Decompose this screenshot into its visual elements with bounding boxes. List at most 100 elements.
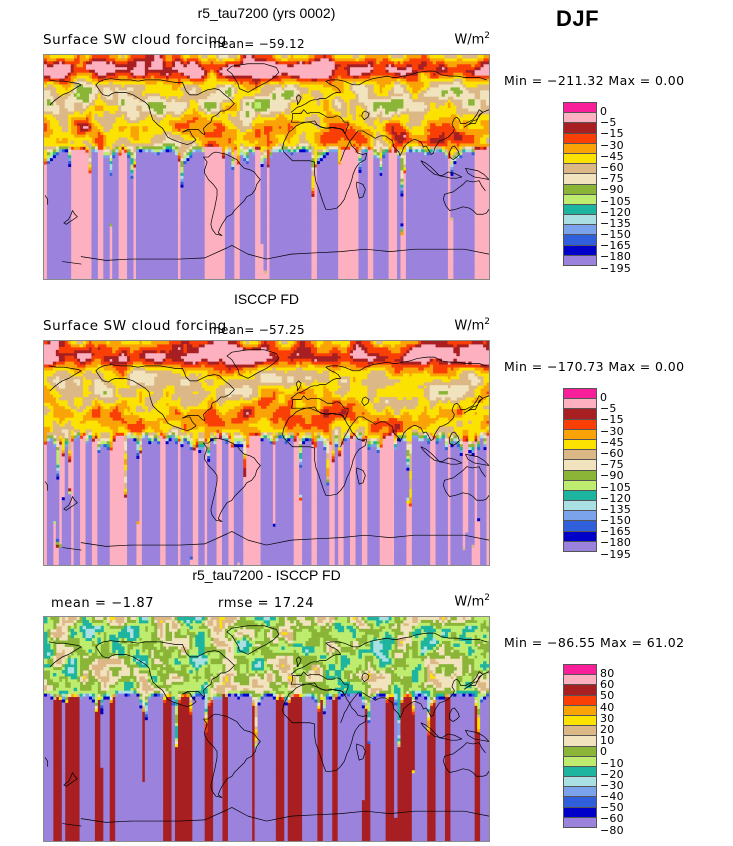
contour-band bbox=[52, 146, 466, 189]
colorbar-tick-label: 0 bbox=[600, 745, 608, 759]
colorbar-tick-label: −135 bbox=[600, 502, 632, 516]
colorbar-tick-label: −45 bbox=[600, 149, 624, 163]
contour-band bbox=[44, 617, 489, 742]
colorbar-tick-label: −180 bbox=[600, 250, 632, 264]
units-label: W/m2 bbox=[454, 31, 490, 48]
minmax-label: Min = −86.55 Max = 61.02 bbox=[504, 635, 685, 650]
contour-band bbox=[100, 693, 489, 745]
panel-subtitle-row: Surface SW cloud forcing mean= −59.12 W/… bbox=[43, 31, 490, 51]
contour-band bbox=[44, 55, 489, 274]
colorbar-tick-label: 60 bbox=[600, 678, 615, 692]
contour-band bbox=[46, 341, 489, 548]
map-contour-surface bbox=[44, 617, 489, 841]
season-label: DJF bbox=[556, 6, 600, 31]
contour-band bbox=[44, 55, 489, 194]
contour-band bbox=[44, 341, 489, 551]
panel-title: r5_tau7200 (yrs 0002) bbox=[197, 5, 336, 21]
mean-statistic: mean= −57.25 bbox=[209, 323, 305, 337]
contour-band bbox=[46, 93, 463, 186]
contour-band bbox=[46, 152, 475, 279]
map-plot-observation bbox=[43, 340, 490, 566]
colorbar-tick-label: −30 bbox=[600, 778, 624, 792]
colorbar-swatch bbox=[563, 816, 597, 828]
contour-band bbox=[46, 149, 475, 194]
panel-observation: ISCCP FD Surface SW cloud forcing mean= … bbox=[0, 286, 733, 570]
colorbar-tick-label: −20 bbox=[600, 767, 624, 781]
colorbar-tick-label: −150 bbox=[600, 228, 632, 242]
colorbar-tick-label: −105 bbox=[600, 480, 632, 494]
contour-band bbox=[44, 55, 489, 189]
colorbar-tick-label: 50 bbox=[600, 689, 615, 703]
colorbar-tick-label: −135 bbox=[600, 216, 632, 230]
contour-band bbox=[49, 149, 457, 227]
contour-band bbox=[44, 341, 489, 507]
colorbar-tick-label: −60 bbox=[600, 812, 624, 826]
mean-statistic: mean= −59.12 bbox=[209, 37, 305, 51]
contour-band bbox=[46, 391, 487, 548]
contour-band bbox=[52, 370, 487, 483]
colorbar-tick-label: −45 bbox=[600, 435, 624, 449]
colorbar-tick-label: −105 bbox=[600, 194, 632, 208]
contour-band bbox=[55, 438, 487, 528]
colorbar-tick-label: 0 bbox=[600, 105, 608, 118]
colorbar-swatch bbox=[563, 254, 597, 266]
colorbar-tick-label: −195 bbox=[600, 261, 632, 275]
contour-band bbox=[70, 693, 481, 739]
colorbar-tick-label: −195 bbox=[600, 547, 632, 561]
contour-band bbox=[44, 693, 487, 721]
colorbar-model bbox=[563, 102, 597, 266]
colorbar-tick-label: −75 bbox=[600, 458, 624, 472]
field-label: Surface SW cloud forcing bbox=[43, 32, 227, 48]
colorbar-tick-label: −5 bbox=[600, 116, 617, 130]
colorbar-tick-label: −40 bbox=[600, 790, 624, 804]
minmax-label: Min = −170.73 Max = 0.00 bbox=[504, 359, 685, 374]
colorbar-tick-label: −90 bbox=[600, 183, 624, 197]
colorbar-labels-model: 0 −5 −15 −30 −45 −60 −75 −90 −105 −120 −135 −150 −16… bbox=[600, 106, 660, 274]
units-label: W/m2 bbox=[454, 593, 490, 610]
contour-band bbox=[52, 435, 487, 525]
coastline-overlay bbox=[44, 349, 489, 551]
colorbar-tick-label: −80 bbox=[600, 823, 624, 837]
colorbar-tick-label: −15 bbox=[600, 127, 624, 141]
colorbar-tick-label: −165 bbox=[600, 525, 632, 539]
colorbar-swatch bbox=[563, 540, 597, 552]
panel-model: r5_tau7200 (yrs 0002) Surface SW cloud f… bbox=[0, 0, 733, 284]
map-plot-model bbox=[43, 54, 490, 280]
colorbar-tick-label: −120 bbox=[600, 491, 632, 505]
colorbar-labels-difference: 80 60 50 40 30 20 10 0 −10 −20 −30 −40 −50 −60 −80 bbox=[600, 668, 660, 836]
contour-band bbox=[46, 438, 487, 565]
map-plot-difference bbox=[43, 616, 490, 842]
contour-band bbox=[46, 617, 484, 739]
colorbar-tick-label: 80 bbox=[600, 667, 615, 680]
panel-title: r5_tau7200 - ISCCP FD bbox=[192, 567, 341, 583]
colorbar-tick-label: −50 bbox=[600, 801, 624, 815]
field-label: Surface SW cloud forcing bbox=[43, 318, 227, 334]
coastline-overlay bbox=[44, 63, 489, 265]
panel-title: ISCCP FD bbox=[233, 291, 300, 307]
colorbar-labels-observation: 0 −5 −15 −30 −45 −60 −75 −90 −105 −120 −135 −150 −16… bbox=[600, 392, 660, 560]
map-contour-surface bbox=[44, 341, 489, 565]
units-label: W/m2 bbox=[454, 317, 490, 334]
panel-subtitle-row: mean = −1.87 rmse = 17.24 W/m2 bbox=[43, 593, 490, 613]
colorbar-tick-label: −10 bbox=[600, 756, 624, 770]
contour-band bbox=[44, 617, 489, 724]
colorbar-observation bbox=[563, 388, 597, 552]
mean-statistic: mean = −1.87 bbox=[51, 596, 155, 611]
colorbar-tick-label: 0 bbox=[600, 391, 608, 404]
minmax-label: Min = −211.32 Max = 0.00 bbox=[504, 73, 685, 88]
contour-band bbox=[58, 617, 481, 774]
contour-band bbox=[44, 617, 489, 745]
colorbar-tick-label: −30 bbox=[600, 138, 624, 152]
panel-subtitle-row: Surface SW cloud forcing mean= −57.25 W/… bbox=[43, 317, 490, 337]
contour-band bbox=[44, 693, 489, 841]
colorbar-tick-label: −30 bbox=[600, 424, 624, 438]
contour-band bbox=[46, 149, 472, 180]
colorbar-tick-label: −90 bbox=[600, 469, 624, 483]
panel-difference: r5_tau7200 - ISCCP FD mean = −1.87 rmse … bbox=[0, 562, 733, 846]
colorbar-tick-label: 30 bbox=[600, 711, 615, 725]
colorbar-tick-label: −15 bbox=[600, 413, 624, 427]
contour-band bbox=[55, 435, 481, 560]
contour-band bbox=[44, 617, 489, 748]
colorbar-tick-label: 20 bbox=[600, 722, 615, 736]
colorbar-tick-label: −180 bbox=[600, 536, 632, 550]
